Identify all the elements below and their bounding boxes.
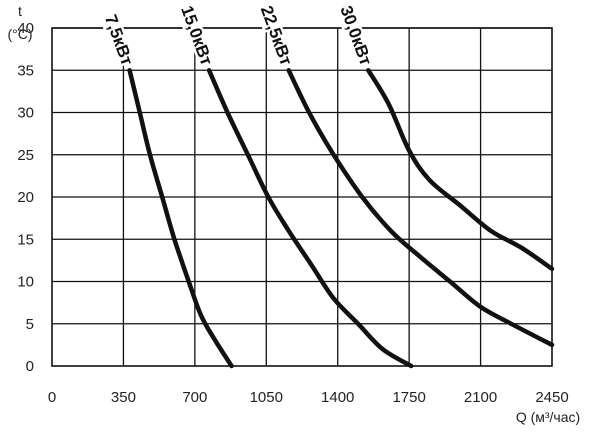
y-axis-title-top: t bbox=[18, 3, 22, 19]
x-tick-label: 700 bbox=[182, 389, 207, 406]
x-tick-label: 1750 bbox=[392, 389, 425, 406]
y-tick-label: 15 bbox=[17, 231, 34, 248]
series-label: 7,5кВт bbox=[101, 12, 137, 68]
y-tick-label: 10 bbox=[17, 274, 34, 291]
y-axis-title-bottom: (°C) bbox=[7, 26, 32, 42]
series-line bbox=[286, 68, 555, 348]
y-tick-label: 5 bbox=[26, 316, 34, 333]
series-line bbox=[366, 68, 555, 272]
y-tick-label: 30 bbox=[17, 105, 34, 122]
plot-frame bbox=[51, 27, 553, 367]
tick-labels: 0 350 700 1050 1400 1750 2100 2450 0 5 10 15 20 25 30 3… bbox=[17, 20, 568, 406]
series-label: 30,0кВт bbox=[336, 3, 375, 68]
series-label: 22,5кВт bbox=[257, 3, 296, 68]
y-tick-label: 40 bbox=[17, 20, 34, 37]
grid bbox=[51, 27, 553, 367]
y-tick-label: 35 bbox=[17, 62, 34, 79]
x-tick-label: 350 bbox=[111, 389, 136, 406]
x-tick-label: 0 bbox=[48, 389, 56, 406]
y-tick-label: 0 bbox=[26, 358, 34, 375]
x-tick-label: 2100 bbox=[464, 389, 497, 406]
x-axis-title: Q (м³/час) bbox=[516, 409, 580, 425]
series-label: 15,0кВт bbox=[177, 3, 216, 68]
y-tick-label: 20 bbox=[17, 189, 34, 206]
series-lines bbox=[127, 68, 555, 369]
x-tick-label: 1400 bbox=[321, 389, 354, 406]
series-line bbox=[206, 68, 414, 369]
x-tick-label: 2450 bbox=[535, 389, 568, 406]
y-tick-label: 25 bbox=[17, 147, 34, 164]
x-tick-label: 1050 bbox=[250, 389, 283, 406]
series-line bbox=[127, 68, 234, 369]
